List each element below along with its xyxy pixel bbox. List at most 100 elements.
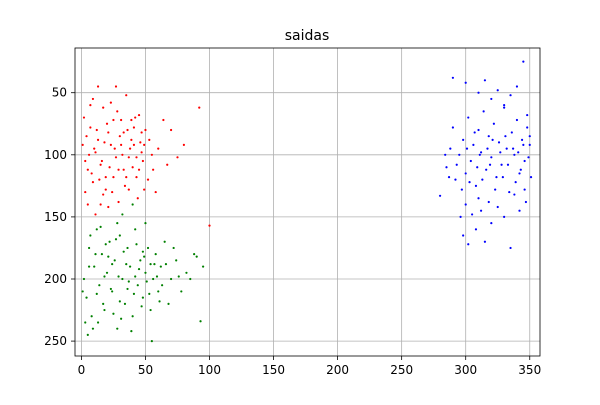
- data-point-series-3: [509, 246, 512, 250]
- x-tick-label: 0: [78, 363, 86, 377]
- data-point-series-1: [102, 106, 105, 109]
- data-point-series-2: [161, 284, 164, 287]
- data-point-series-3: [468, 181, 471, 184]
- data-point-series-1: [131, 166, 134, 169]
- data-point-series-2: [144, 271, 147, 274]
- data-point-series-2: [144, 222, 147, 225]
- data-point-series-1: [114, 85, 118, 88]
- axis-ticks: 0 50 100 150 200 250 300 350 50 100 150 200 250: [44, 86, 541, 377]
- data-point-series-1: [95, 128, 98, 132]
- data-point-series-1: [176, 156, 179, 159]
- data-point-series-2: [95, 228, 98, 231]
- data-point-series-2: [137, 267, 141, 271]
- data-point-series-2: [102, 302, 105, 305]
- data-point-series-3: [447, 176, 451, 179]
- data-point-series-1: [94, 213, 97, 216]
- data-point-series-3: [499, 151, 502, 154]
- data-point-series-1: [130, 118, 133, 122]
- data-point-series-2: [121, 213, 124, 216]
- data-point-series-2: [158, 300, 161, 303]
- data-point-series-2: [172, 246, 175, 250]
- data-point-series-2: [201, 265, 205, 268]
- data-point-series-2: [169, 277, 173, 281]
- y-tick-label: 100: [44, 148, 67, 162]
- data-point-series-1: [136, 197, 139, 200]
- data-point-series-2: [175, 259, 178, 262]
- data-point-series-1: [109, 143, 112, 146]
- data-point-series-3: [485, 168, 488, 171]
- data-point-series-2: [90, 315, 93, 318]
- data-point-series-2: [103, 308, 106, 312]
- data-point-series-3: [487, 135, 490, 138]
- data-point-series-2: [111, 290, 114, 293]
- data-point-series-2: [105, 271, 109, 274]
- data-point-series-1: [120, 143, 123, 146]
- data-point-series-1: [99, 163, 102, 166]
- data-point-series-1: [109, 101, 112, 104]
- data-point-series-2: [141, 296, 144, 299]
- data-point-series-2: [143, 255, 146, 258]
- data-point-series-1: [169, 128, 173, 132]
- data-point-series-3: [520, 138, 524, 142]
- data-point-series-3: [477, 197, 480, 200]
- data-point-series-1: [166, 163, 169, 166]
- y-tick-label: 50: [52, 86, 67, 100]
- data-point-series-3: [503, 104, 506, 107]
- data-point-series-1: [93, 147, 96, 150]
- data-point-series-1: [123, 184, 127, 187]
- data-point-series-2: [95, 292, 98, 296]
- data-point-series-3: [497, 141, 501, 144]
- data-point-series-1: [148, 138, 151, 142]
- data-point-series-1: [117, 168, 120, 171]
- data-point-series-1: [125, 94, 128, 97]
- data-point-series-2: [167, 302, 170, 305]
- data-point-series-2: [122, 250, 125, 253]
- data-point-series-1: [107, 131, 110, 134]
- data-point-series-2: [116, 327, 119, 330]
- data-point-series-3: [478, 153, 481, 156]
- data-point-series-2: [152, 277, 155, 281]
- data-point-series-2: [180, 290, 183, 293]
- x-tick-label: 150: [262, 363, 285, 377]
- x-tick-label: 300: [454, 363, 477, 377]
- data-point-series-1: [144, 128, 147, 132]
- data-point-series-1: [104, 188, 107, 191]
- data-point-series-3: [527, 156, 530, 159]
- data-point-series-1: [208, 224, 211, 227]
- data-point-series-3: [510, 131, 513, 134]
- data-point-series-1: [87, 153, 91, 156]
- data-point-series-1: [104, 176, 107, 179]
- data-point-series-2: [82, 277, 86, 281]
- data-point-series-1: [135, 156, 138, 159]
- data-point-series-3: [495, 176, 498, 179]
- data-point-series-2: [195, 255, 198, 258]
- data-point-series-2: [113, 259, 116, 262]
- data-point-series-1: [118, 135, 121, 138]
- chart-title: saidas: [285, 28, 330, 44]
- data-point-series-3: [501, 176, 504, 179]
- data-point-series-1: [86, 203, 89, 206]
- data-point-series-3: [490, 156, 493, 159]
- data-point-series-3: [519, 168, 522, 171]
- data-point-series-2: [93, 265, 96, 268]
- data-point-series-3: [482, 110, 485, 113]
- data-point-series-3: [474, 184, 478, 187]
- data-point-series-2: [128, 265, 132, 268]
- data-point-series-2: [87, 265, 91, 268]
- data-point-series-1: [152, 168, 155, 171]
- data-point-series-3: [469, 159, 472, 163]
- data-point-series-2: [109, 287, 112, 291]
- data-point-series-1: [116, 110, 119, 113]
- data-point-series-2: [112, 312, 115, 315]
- data-points: [81, 60, 533, 343]
- y-tick-label: 250: [44, 334, 67, 348]
- x-tick-label: 250: [390, 363, 413, 377]
- data-point-series-2: [139, 259, 142, 262]
- data-point-series-3: [513, 153, 516, 156]
- data-point-series-2: [86, 333, 89, 336]
- data-point-series-3: [449, 147, 452, 150]
- y-tick-label: 150: [44, 210, 67, 224]
- data-point-series-3: [462, 234, 465, 237]
- data-point-series-1: [135, 176, 138, 179]
- data-point-series-3: [504, 135, 507, 138]
